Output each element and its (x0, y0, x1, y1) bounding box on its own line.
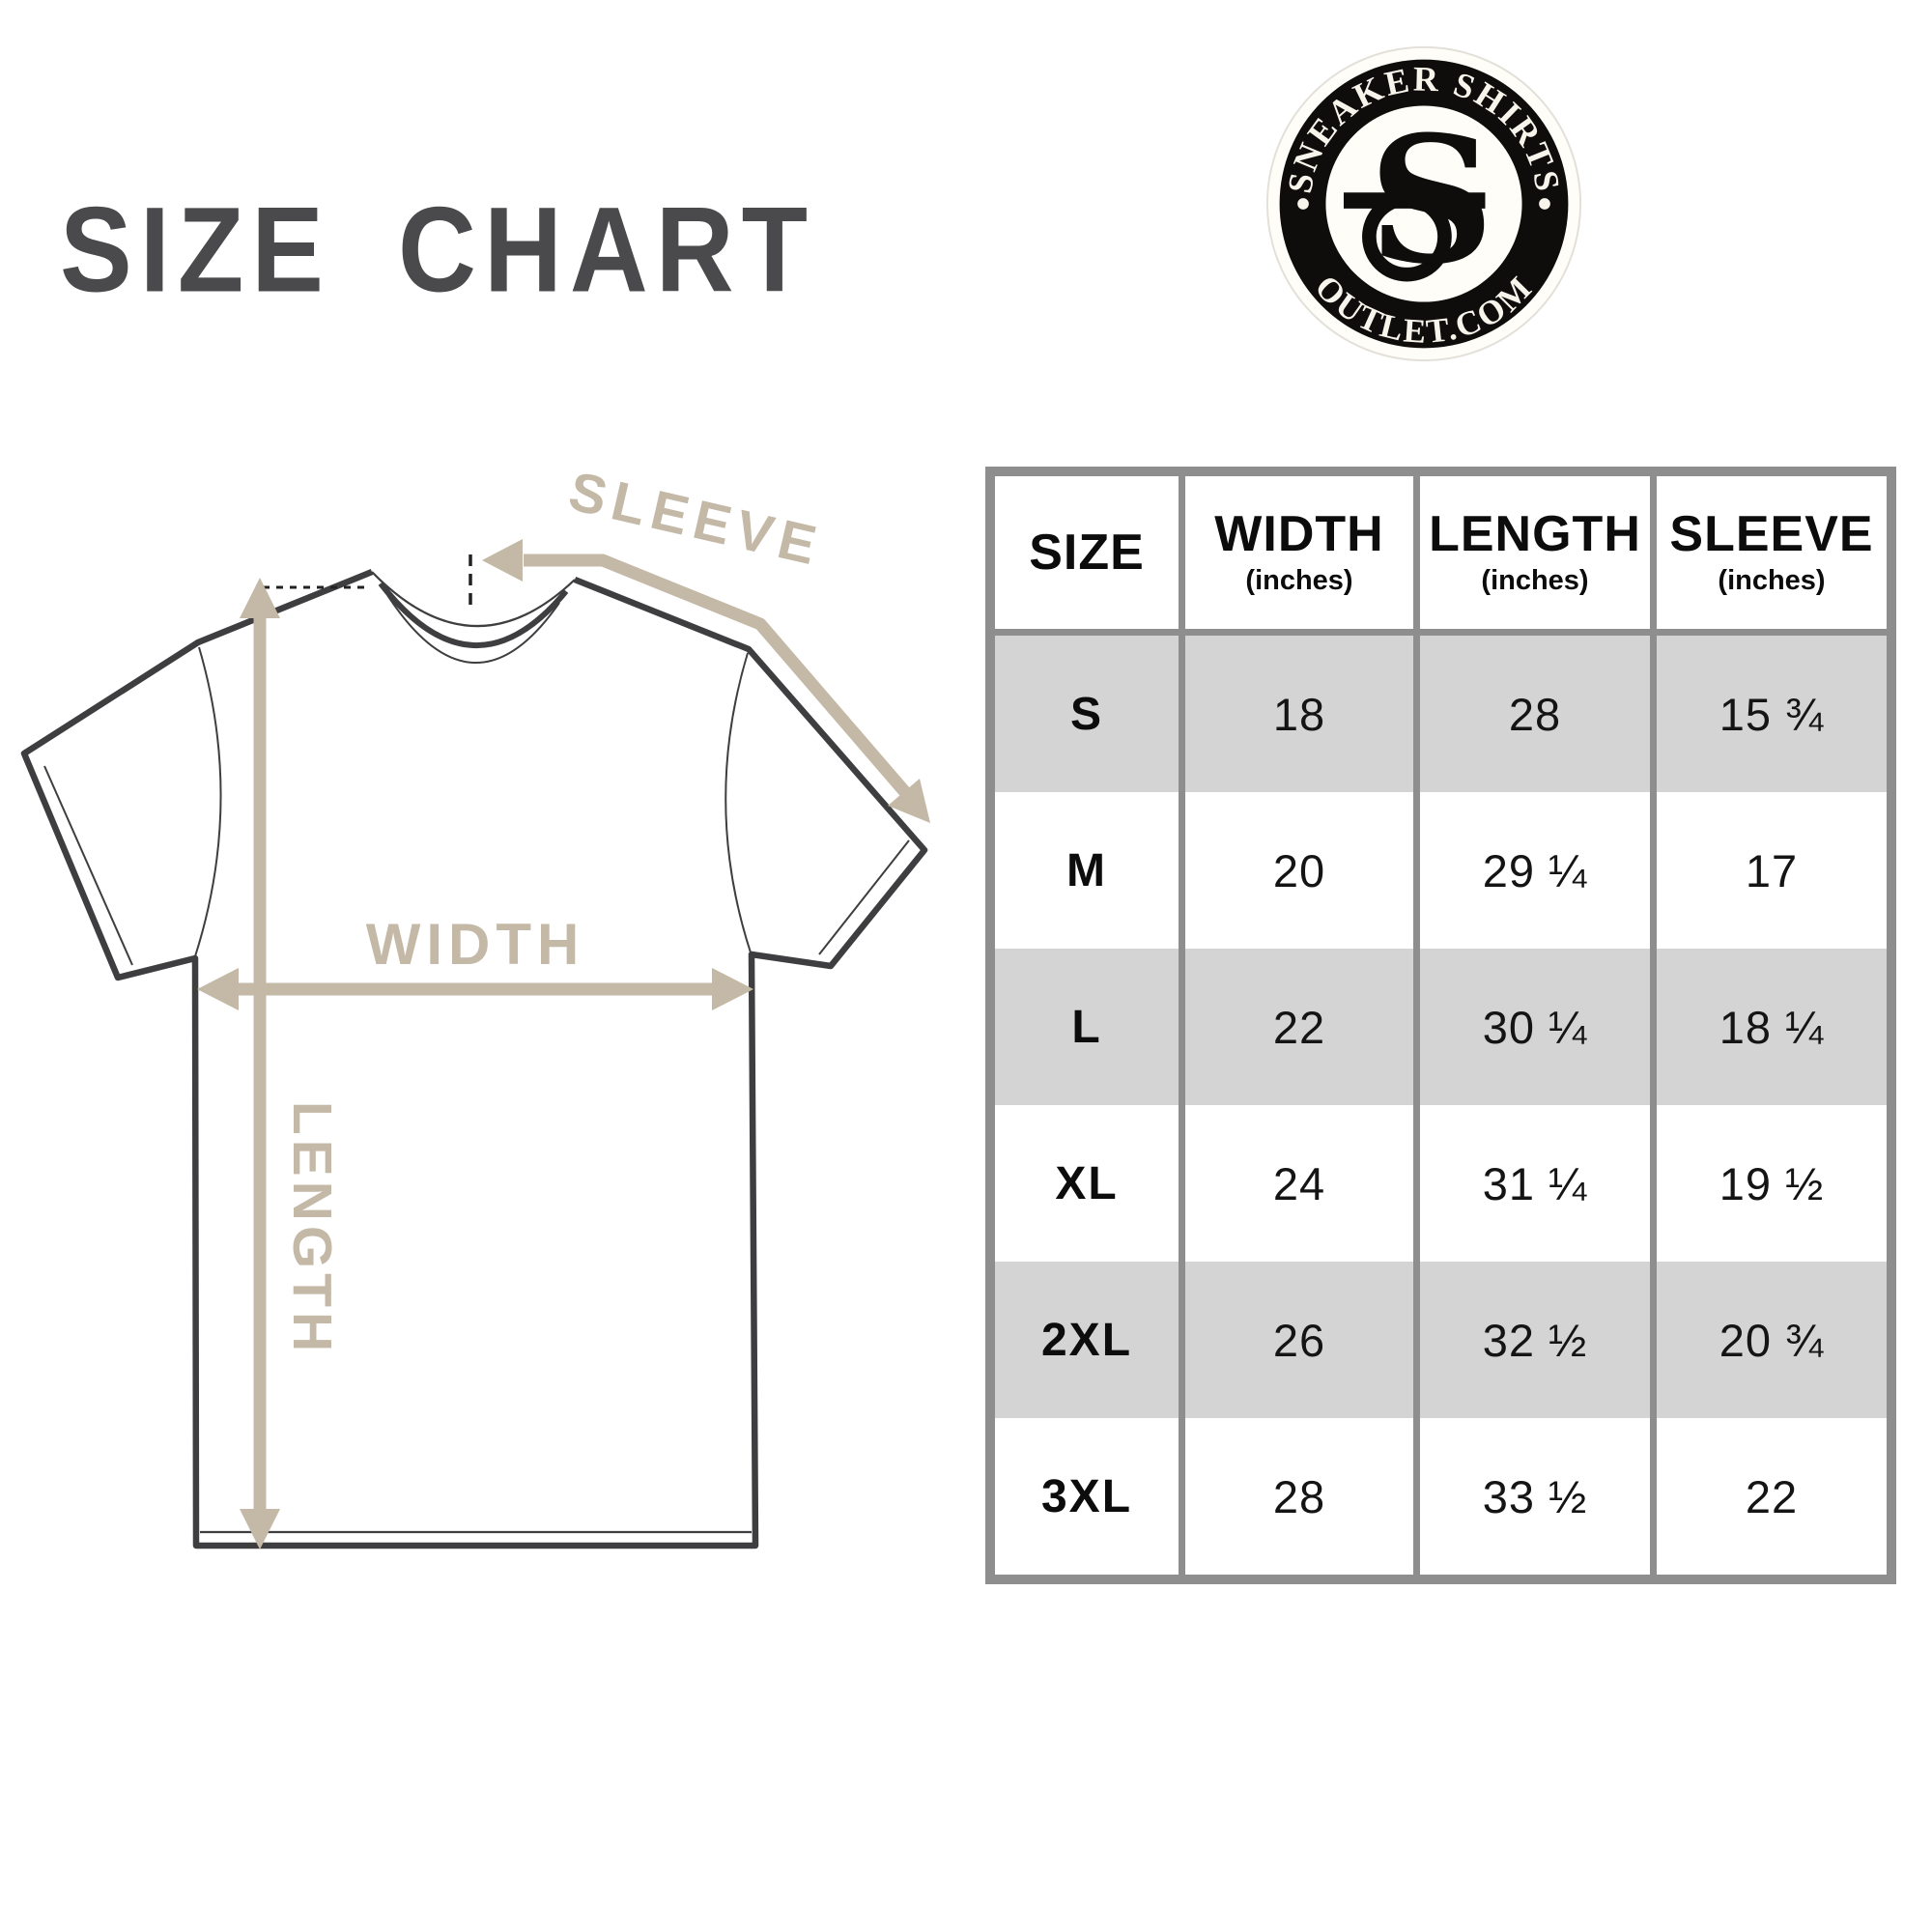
logo-dot-left (1297, 198, 1309, 210)
sleeve-value: 19 ½ (1657, 1105, 1887, 1262)
sleeve-value: 15 ¾ (1657, 636, 1887, 792)
size-cell: M (995, 792, 1179, 949)
size-cell: L (995, 949, 1179, 1105)
col-header-size: SIZE (995, 476, 1179, 636)
sleeve-value: 17 (1657, 792, 1887, 949)
width-arrow (197, 968, 753, 1010)
size-cell: XL (995, 1105, 1179, 1262)
width-value: 20 (1185, 792, 1413, 949)
length-value: 28 (1420, 636, 1650, 792)
width-label: WIDTH (366, 912, 585, 977)
tshirt-body-fill (24, 572, 924, 1546)
col-header-length: LENGTH (inches) (1420, 476, 1650, 636)
size-table: SIZE WIDTH (inches) LENGTH (inches) SLEE… (985, 467, 1896, 1584)
sleeve-arrow (482, 539, 930, 823)
sso-monogram-icon: S (1344, 98, 1494, 303)
page-title: SIZE CHART (60, 182, 815, 318)
collar (371, 571, 576, 665)
col-header-width: WIDTH (inches) (1185, 476, 1413, 636)
length-label: LENGTH (281, 1101, 343, 1356)
sleeve-value: 18 ¼ (1657, 949, 1887, 1105)
width-value: 26 (1185, 1262, 1413, 1418)
width-value: 22 (1185, 949, 1413, 1105)
length-value: 30 ¼ (1420, 949, 1650, 1105)
length-arrow (240, 578, 280, 1549)
brand-logo-svg: SNEAKER SHIRTS OUTLET.COM S (1265, 45, 1582, 362)
sleeve-value: 22 (1657, 1418, 1887, 1575)
size-cell: 3XL (995, 1418, 1179, 1575)
size-cell: S (995, 636, 1179, 792)
length-value: 33 ½ (1420, 1418, 1650, 1575)
length-value: 32 ½ (1420, 1262, 1650, 1418)
seam-lines (43, 646, 910, 1534)
logo-dot-right (1539, 198, 1550, 210)
width-value: 24 (1185, 1105, 1413, 1262)
sleeve-value: 20 ¾ (1657, 1262, 1887, 1418)
col-header-sleeve: SLEEVE (inches) (1657, 476, 1887, 636)
width-value: 18 (1185, 636, 1413, 792)
size-cell: 2XL (995, 1262, 1179, 1418)
length-value: 31 ¼ (1420, 1105, 1650, 1262)
brand-logo: SNEAKER SHIRTS OUTLET.COM S (1264, 43, 1584, 364)
width-value: 28 (1185, 1418, 1413, 1575)
length-value: 29 ¼ (1420, 792, 1650, 949)
svg-text:S: S (1369, 98, 1494, 303)
tshirt-outline (20, 568, 928, 1549)
